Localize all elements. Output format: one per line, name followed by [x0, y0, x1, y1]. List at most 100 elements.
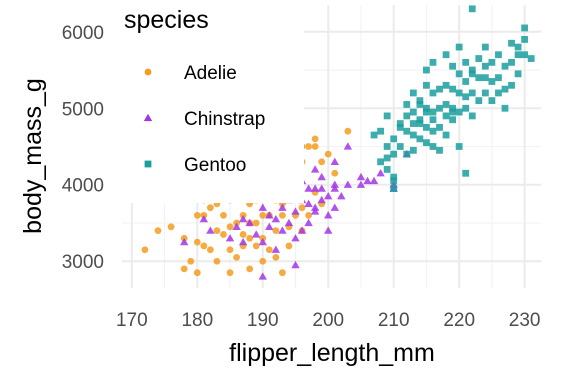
y-axis-ticks: 3000 4000 5000 6000 [62, 23, 104, 273]
data-point-adelie [220, 211, 227, 219]
data-point-gentoo [455, 108, 463, 116]
data-point-adelie [213, 257, 221, 265]
data-point-gentoo [455, 89, 463, 97]
legend-label-adelie: Adelie [184, 63, 237, 84]
data-point-chinstrap [225, 234, 235, 242]
data-point-adelie [226, 246, 234, 254]
data-point-chinstrap [304, 218, 313, 227]
data-point-gentoo [390, 177, 398, 185]
data-point-gentoo [390, 173, 398, 181]
data-point-gentoo [396, 143, 404, 150]
y-tick-label: 4000 [62, 176, 104, 197]
x-tick-label: 230 [509, 310, 541, 331]
data-point-gentoo [455, 143, 463, 150]
data-point-chinstrap [258, 272, 267, 280]
data-point-gentoo [403, 127, 411, 135]
data-point-gentoo [508, 81, 515, 89]
data-point-chinstrap [376, 169, 385, 177]
y-axis-title: body_mass_g [19, 78, 47, 234]
x-axis-ticks: 170 180 190 200 210 220 230 [116, 310, 541, 331]
data-point-gentoo [462, 169, 470, 177]
data-point-chinstrap [317, 184, 326, 192]
data-point-gentoo [436, 146, 443, 154]
data-point-adelie [305, 143, 312, 150]
data-point-gentoo [416, 116, 424, 124]
data-point-chinstrap [330, 180, 339, 188]
data-point-gentoo [383, 154, 391, 162]
data-point-gentoo [514, 51, 522, 59]
x-tick-label: 190 [247, 310, 279, 331]
legend-key-chinstrap [143, 113, 153, 122]
data-point-gentoo [436, 104, 443, 112]
data-point-gentoo [396, 123, 404, 131]
data-point-gentoo [527, 55, 535, 62]
data-point-adelie [311, 135, 319, 143]
data-point-gentoo [423, 139, 430, 147]
data-point-adelie [305, 211, 312, 219]
data-point-gentoo [429, 89, 437, 97]
data-point-gentoo [390, 135, 398, 143]
data-point-chinstrap [356, 180, 366, 188]
data-point-adelie [233, 254, 240, 261]
data-point-adelie [206, 204, 214, 212]
x-tick-label: 170 [116, 310, 148, 331]
data-point-chinstrap [310, 203, 320, 211]
data-point-chinstrap [337, 192, 346, 200]
data-point-gentoo [468, 89, 476, 97]
data-point-gentoo [481, 74, 489, 82]
x-tick-label: 210 [378, 310, 410, 331]
data-point-gentoo [481, 89, 489, 97]
data-point-gentoo [377, 158, 385, 166]
data-point-adelie [278, 269, 286, 277]
data-point-gentoo [429, 58, 437, 66]
data-point-gentoo [501, 62, 509, 70]
data-point-chinstrap [330, 184, 339, 192]
data-point-chinstrap [271, 245, 281, 253]
data-point-chinstrap [232, 222, 241, 230]
data-point-adelie [200, 242, 208, 250]
data-point-gentoo [442, 81, 450, 89]
data-point-gentoo [462, 104, 470, 112]
data-point-gentoo [390, 150, 398, 158]
data-point-gentoo [423, 81, 430, 89]
data-point-gentoo [475, 55, 483, 62]
legend-key-adelie [144, 68, 152, 76]
data-point-gentoo [423, 66, 430, 74]
data-point-gentoo [409, 146, 417, 154]
data-point-gentoo [521, 36, 529, 43]
y-tick-label: 5000 [62, 99, 104, 120]
data-point-gentoo [383, 112, 391, 120]
data-point-gentoo [442, 101, 450, 108]
data-point-gentoo [521, 24, 529, 32]
data-point-gentoo [449, 108, 457, 116]
data-point-adelie [278, 211, 286, 219]
data-point-gentoo [396, 120, 404, 127]
data-point-gentoo [501, 104, 509, 112]
data-point-gentoo [508, 58, 515, 66]
data-point-chinstrap [238, 214, 248, 223]
data-point-gentoo [481, 62, 489, 70]
data-point-chinstrap [324, 211, 333, 219]
data-point-gentoo [514, 43, 522, 51]
data-point-chinstrap [258, 203, 267, 211]
data-point-gentoo [455, 70, 463, 78]
legend-title: species [124, 6, 209, 34]
data-point-gentoo [495, 74, 502, 82]
data-point-gentoo [383, 166, 391, 173]
data-point-gentoo [429, 116, 437, 124]
y-tick-label: 6000 [62, 23, 104, 44]
data-point-chinstrap [291, 207, 300, 215]
data-point-gentoo [409, 108, 417, 116]
data-point-adelie [213, 227, 221, 235]
data-point-gentoo [416, 135, 424, 143]
data-point-adelie [180, 265, 188, 273]
x-tick-label: 220 [443, 310, 475, 331]
data-point-gentoo [403, 101, 411, 108]
data-point-gentoo [370, 131, 378, 139]
data-point-adelie [193, 269, 201, 277]
data-point-chinstrap [265, 222, 274, 230]
data-point-gentoo [449, 62, 457, 70]
data-point-chinstrap [356, 172, 366, 181]
data-point-adelie [298, 204, 306, 212]
data-point-adelie [324, 150, 332, 158]
